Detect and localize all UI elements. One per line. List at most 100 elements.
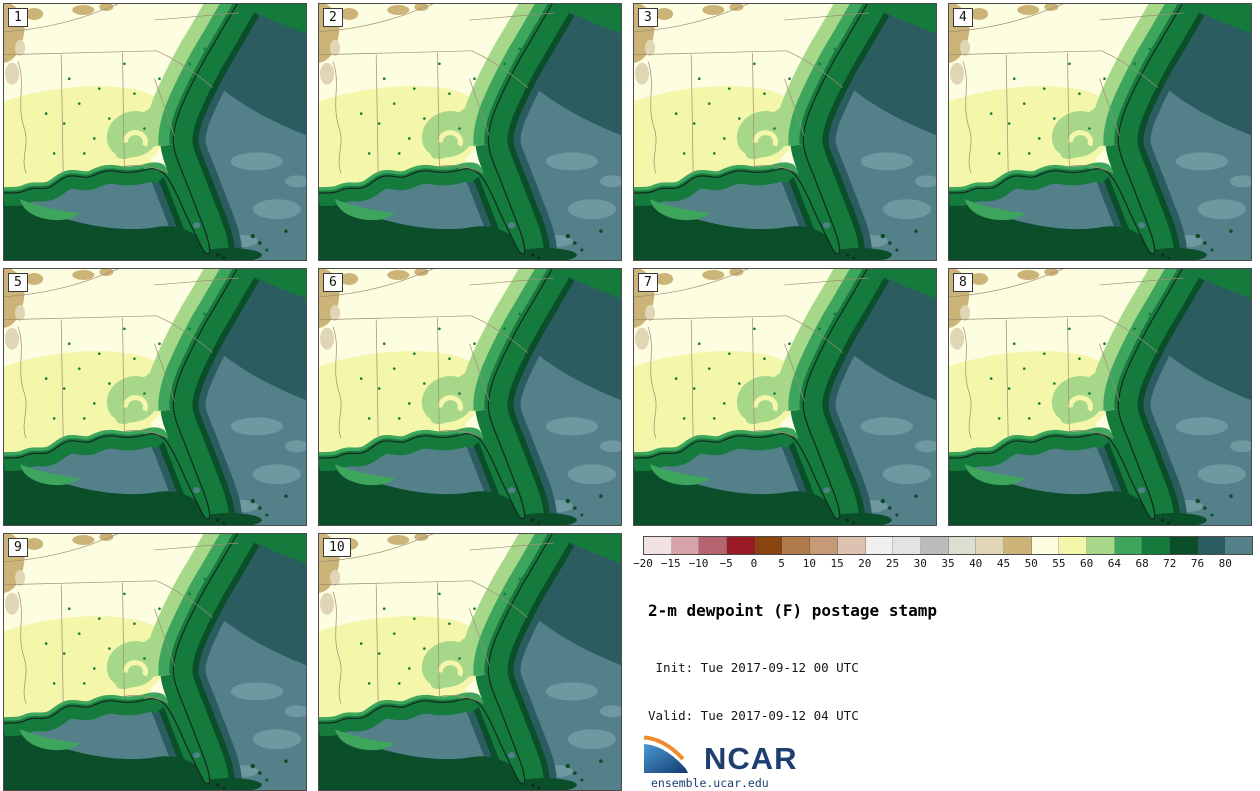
colorbar-segment: [1087, 537, 1115, 554]
map-panel-6: 6: [318, 268, 622, 526]
panel-number-badge: 3: [638, 8, 658, 27]
dewpoint-map: [319, 4, 621, 260]
map-panel-4: 4: [948, 3, 1252, 261]
state-borders: [4, 534, 239, 704]
colorbar-segment: [782, 537, 811, 554]
state-borders: [949, 269, 1184, 439]
colorbar-segment: [1225, 537, 1253, 554]
panel-number-badge: 8: [953, 273, 973, 292]
colorbar-tick-label: −10: [688, 557, 709, 570]
dewpoint-map: [4, 269, 306, 525]
colorbar-tick-label: 40: [969, 557, 983, 570]
ncar-swoosh-icon: [643, 735, 688, 773]
init-time: Init: Tue 2017-09-12 00 UTC: [648, 660, 859, 675]
colorbar-tick-label: 80: [1218, 557, 1232, 570]
state-borders: [634, 269, 869, 439]
panel-number-badge: 1: [8, 8, 28, 27]
ncar-wordmark: NCAR: [704, 741, 798, 776]
state-borders: [634, 4, 869, 174]
colorbar-segment: [1142, 537, 1171, 554]
colorbar-tick-label: −5: [719, 557, 733, 570]
colorbar-segment: [1059, 537, 1087, 554]
panel-number: 10: [329, 540, 345, 555]
map-panel-7: 7: [633, 268, 937, 526]
map-panel-8: 8: [948, 268, 1252, 526]
colorbar-tick-label: 10: [802, 557, 817, 570]
colorbar-tick-label: 0: [750, 557, 758, 570]
valid-time: Valid: Tue 2017-09-12 04 UTC: [648, 708, 859, 723]
colorbar-segment: [1197, 537, 1226, 554]
colorbar-segment: [865, 537, 894, 554]
map-panel-3: 3: [633, 3, 937, 261]
dewpoint-map: [4, 4, 306, 260]
panel-number-badge: 7: [638, 273, 658, 292]
panel-number: 5: [14, 275, 22, 290]
map-panel-10: 10: [318, 533, 622, 791]
panel-number: 4: [959, 10, 967, 25]
colorbar-segment: [837, 537, 866, 554]
map-panel-2: 2: [318, 3, 622, 261]
panel-number-badge: 4: [953, 8, 973, 27]
vegetation-specks: [359, 312, 521, 420]
colorbar-tick-label: 60: [1079, 557, 1094, 570]
colorbar-tick-label: 5: [778, 557, 785, 570]
panel-number-badge: 9: [8, 538, 28, 557]
panel-number-badge: 2: [323, 8, 343, 27]
vegetation-specks: [44, 577, 206, 685]
colorbar-tick-label: 72: [1163, 557, 1177, 570]
panel-number: 9: [14, 540, 22, 555]
colorbar-tick-label: 45: [996, 557, 1011, 570]
colorbar-segment: [948, 537, 977, 554]
colorbar-segment: [810, 537, 838, 554]
colorbar-segment: [644, 537, 672, 554]
colorbar-segment: [699, 537, 728, 554]
vegetation-specks: [674, 47, 836, 155]
panel-number: 7: [644, 275, 652, 290]
dewpoint-map: [634, 4, 936, 260]
panel-number: 6: [329, 275, 337, 290]
dewpoint-map: [319, 534, 621, 790]
state-borders: [319, 4, 554, 174]
colorbar: [643, 536, 1253, 555]
map-panel-9: 9: [3, 533, 307, 791]
colorbar-segment: [976, 537, 1004, 554]
colorbar-tick-label: 15: [830, 557, 844, 570]
dewpoint-map: [634, 269, 936, 525]
state-borders: [319, 269, 554, 439]
colorbar-segment: [1003, 537, 1032, 554]
colorbar-segment: [920, 537, 949, 554]
colorbar-ticks: −20 −15 −10 −5 0 5 10 15 20 25 30 35 40 45 50 55 60 64 68 7…: [633, 557, 1260, 572]
panel-number-badge: 5: [8, 273, 28, 292]
colorbar-tick-label: 64: [1107, 557, 1122, 570]
panel-number: 1: [14, 10, 22, 25]
colorbar-tick-label: −20: [633, 557, 653, 570]
dewpoint-map: [949, 269, 1251, 525]
vegetation-specks: [989, 312, 1151, 420]
state-borders: [319, 534, 554, 704]
colorbar-tick-label: 68: [1135, 557, 1149, 570]
colorbar-tick-label: 30: [913, 557, 927, 570]
colorbar-tick-label: 35: [941, 557, 955, 570]
colorbar-tick-label: 76: [1190, 557, 1205, 570]
panel-number-badge: 10: [323, 538, 351, 557]
vegetation-specks: [359, 577, 521, 685]
panel-number: 8: [959, 275, 967, 290]
colorbar-tick-label: 50: [1024, 557, 1038, 570]
state-borders: [4, 4, 239, 174]
source-url: ensemble.ucar.edu: [651, 776, 769, 790]
vegetation-specks: [44, 312, 206, 420]
vegetation-specks: [359, 47, 521, 155]
state-borders: [4, 269, 239, 439]
init-valid-times: Init: Tue 2017-09-12 00 UTC Valid: Tue 2…: [648, 628, 859, 756]
panel-number-badge: 6: [323, 273, 343, 292]
colorbar-tick-label: 25: [885, 557, 900, 570]
figure-title: 2-m dewpoint (F) postage stamp: [648, 601, 937, 620]
map-panel-5: 5: [3, 268, 307, 526]
dewpoint-map: [949, 4, 1251, 260]
dewpoint-map: [319, 269, 621, 525]
map-panel-1: 1: [3, 3, 307, 261]
colorbar-tick-label: −15: [660, 557, 681, 570]
colorbar-segment: [754, 537, 783, 554]
colorbar-segment: [671, 537, 700, 554]
